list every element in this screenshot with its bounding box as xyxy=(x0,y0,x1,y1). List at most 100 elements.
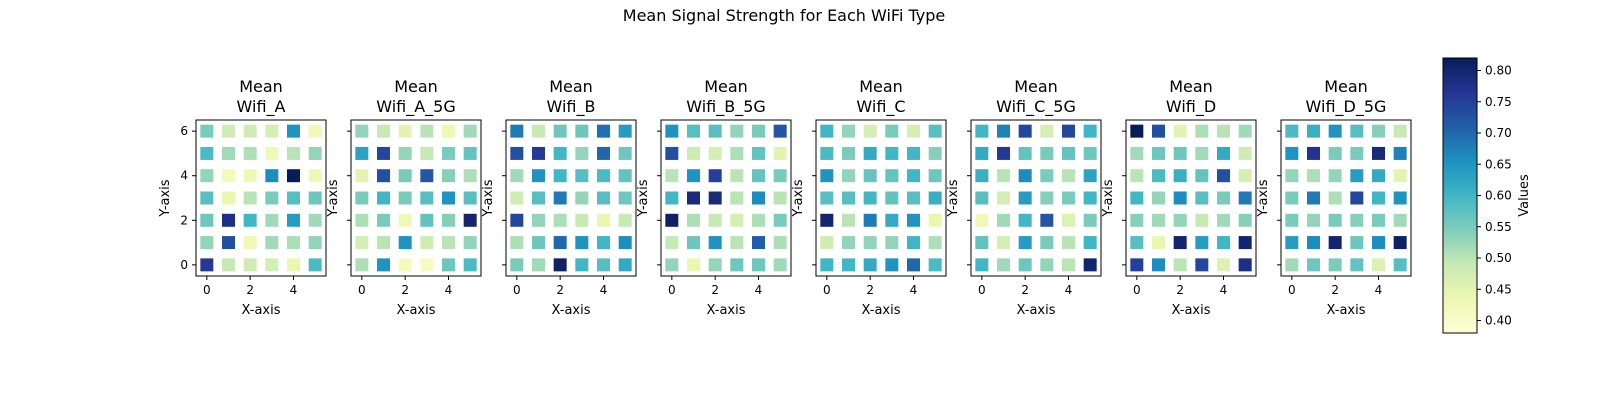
y-axis-label: Y-axis xyxy=(481,179,496,217)
heatmap-cell xyxy=(1285,213,1299,227)
heatmap-cell xyxy=(222,213,235,227)
heatmap-cell xyxy=(1328,146,1342,160)
heatmap-cell xyxy=(975,146,989,160)
heatmap-cell xyxy=(975,236,989,250)
heatmap-cell xyxy=(928,236,942,250)
heatmap-cell xyxy=(820,191,834,205)
heatmap-cell xyxy=(575,146,589,160)
heatmap-cell xyxy=(377,191,390,205)
heatmap-cell xyxy=(997,169,1010,183)
heatmap-cell xyxy=(730,236,744,250)
heatmap-cell xyxy=(1018,213,1032,227)
heatmap-cell xyxy=(863,236,877,250)
heatmap-cell xyxy=(553,236,567,250)
heatmap-cell xyxy=(355,146,369,160)
heatmap-cell xyxy=(575,258,589,272)
heatmap-cell xyxy=(463,258,477,272)
heatmap-cell xyxy=(928,191,942,205)
heatmap-cell xyxy=(1350,124,1364,138)
heatmap-cell xyxy=(597,213,610,227)
heatmap-cell xyxy=(773,191,787,205)
heatmap-cell xyxy=(442,213,455,227)
x-tick-label: 2 xyxy=(1331,283,1339,297)
heatmap-cell xyxy=(1393,169,1407,183)
heatmap-cell xyxy=(442,146,455,160)
panel-title-line2: Wifi_B_5G xyxy=(686,97,766,117)
heatmap-cell xyxy=(1152,213,1165,227)
panel-title-line2: Wifi_A xyxy=(237,97,286,117)
heatmap-cell xyxy=(553,146,567,160)
heatmap-cell xyxy=(885,191,899,205)
heatmap-cell xyxy=(1018,258,1032,272)
colorbar-ticks: 0.40 0.45 0.50 0.55 0.60 0.65 0.70 0.75 0.80 xyxy=(1477,64,1512,328)
heatmap-cell xyxy=(265,191,279,205)
heatmap-cell xyxy=(308,124,322,138)
heatmap-cell xyxy=(1285,169,1299,183)
heatmap-cell xyxy=(1307,169,1320,183)
heatmap-cell xyxy=(1018,124,1032,138)
heatmap-cell xyxy=(1195,169,1209,183)
heatmap-cell xyxy=(1372,169,1385,183)
heatmap-cell xyxy=(863,191,877,205)
heatmap-cell xyxy=(618,236,632,250)
heatmap-cell xyxy=(355,213,369,227)
heatmap-cell xyxy=(597,169,610,183)
colorbar-tick-label: 0.65 xyxy=(1485,157,1512,171)
heatmap-cell xyxy=(842,191,855,205)
heatmap-cell xyxy=(907,146,920,160)
heatmap-cell xyxy=(708,146,722,160)
heatmap-cell xyxy=(420,213,434,227)
heatmap-cell xyxy=(1307,124,1320,138)
heatmap-cell xyxy=(665,258,679,272)
heatmap-cell xyxy=(665,124,679,138)
heatmap-cell xyxy=(222,236,235,250)
heatmap-cell xyxy=(377,146,390,160)
heatmap-cell xyxy=(243,236,257,250)
panel-title-line1: Mean xyxy=(704,77,748,96)
x-tick-label: 2 xyxy=(246,283,254,297)
heatmap-cell xyxy=(907,213,920,227)
heatmap-cell xyxy=(863,124,877,138)
x-axis-label: X-axis xyxy=(1017,303,1056,318)
heatmap-cell xyxy=(1040,191,1054,205)
x-tick-label: 0 xyxy=(513,283,521,297)
heatmap-cell xyxy=(1173,146,1187,160)
y-axis-label: Y-axis xyxy=(946,179,961,217)
x-tick-label: 0 xyxy=(978,283,986,297)
heatmap-cell xyxy=(1238,236,1252,250)
x-tick-label: 4 xyxy=(910,283,918,297)
x-tick-label: 4 xyxy=(1065,283,1073,297)
colorbar: 0.40 0.45 0.50 0.55 0.60 0.65 0.70 0.75 0.80 Val… xyxy=(1442,57,1532,334)
heatmap-cell xyxy=(863,258,877,272)
heatmap-cell xyxy=(287,236,300,250)
heatmap-cell xyxy=(820,169,834,183)
heatmap-cell xyxy=(420,191,434,205)
heatmap-cell xyxy=(1040,258,1054,272)
heatmap-cell xyxy=(1372,191,1385,205)
heatmap-cell xyxy=(1393,124,1407,138)
x-tick-label: 2 xyxy=(711,283,719,297)
heatmap-cell xyxy=(1195,146,1209,160)
panel-title-line1: Mean xyxy=(859,77,903,96)
heatmap-cell xyxy=(1173,258,1187,272)
heatmap-cell xyxy=(463,236,477,250)
heatmap-cell xyxy=(708,258,722,272)
heatmap-cell xyxy=(1328,124,1342,138)
heatmap-cell xyxy=(618,258,632,272)
heatmap-cell xyxy=(1350,213,1364,227)
heatmap-cell xyxy=(1083,146,1097,160)
heatmap-cell xyxy=(1217,146,1230,160)
axes-frame xyxy=(815,119,947,277)
heatmap-cell xyxy=(842,169,855,183)
heatmap-cell xyxy=(463,124,477,138)
heatmap-cell xyxy=(287,146,300,160)
y-axis-label: Y-axis xyxy=(326,179,341,217)
heatmap-cell xyxy=(997,258,1010,272)
heatmap-cell xyxy=(222,169,235,183)
heatmap-cell xyxy=(442,124,455,138)
heatmap-cell xyxy=(1238,258,1252,272)
x-tick-label: 2 xyxy=(1021,283,1029,297)
